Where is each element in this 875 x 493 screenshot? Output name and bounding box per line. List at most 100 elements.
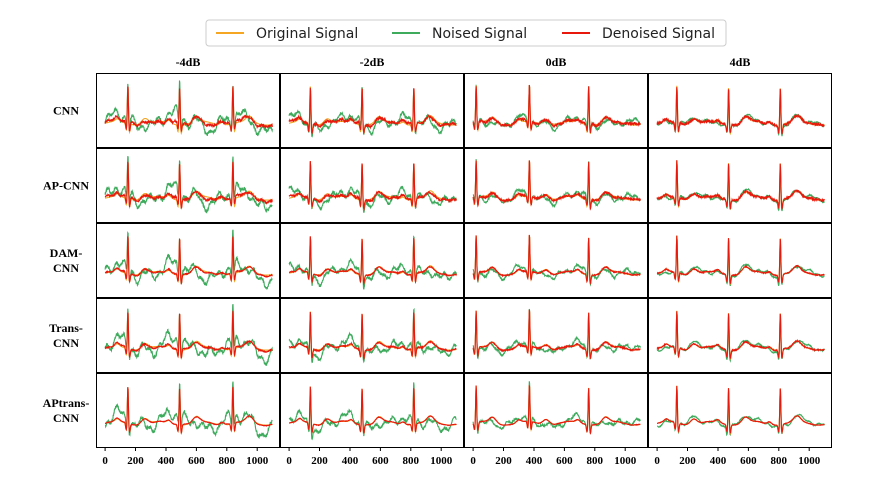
panel-traces — [288, 86, 457, 138]
denoised-signal-line — [656, 235, 825, 284]
noised-signal-line — [288, 162, 457, 213]
legend-label-denoised: Denoised Signal — [602, 26, 715, 42]
legend-frame — [205, 19, 727, 47]
row-label-line: CNN — [53, 411, 79, 425]
column-title-0db: 0dB — [546, 55, 567, 69]
row-label-line: APtrans- — [43, 396, 90, 410]
x-tick-label: 1000 — [614, 455, 637, 467]
panel-frame — [464, 148, 648, 223]
denoised-signal-line — [289, 386, 457, 434]
denoised-signal-line — [288, 236, 457, 286]
panel — [280, 73, 464, 148]
column-title-4db: 4dB — [730, 55, 751, 69]
original-signal-line — [105, 87, 273, 136]
column-title-neg4db: -4dB — [176, 55, 201, 69]
row-label-line: AP-CNN — [43, 179, 89, 193]
denoised-signal-line — [288, 311, 457, 361]
x-tick-label: 600 — [556, 455, 573, 467]
panel-traces — [472, 84, 641, 135]
panel-traces — [656, 85, 825, 137]
x-tick-label: 600 — [372, 455, 389, 467]
noised-signal-line — [472, 381, 641, 434]
panel-frame — [648, 223, 832, 298]
panel-traces — [104, 381, 273, 440]
x-tick-label: 800 — [219, 455, 236, 467]
denoised-signal-line — [472, 385, 641, 435]
panel-traces — [288, 160, 457, 213]
panel-frame — [96, 298, 280, 373]
panel — [96, 373, 280, 448]
denoised-signal-line — [656, 87, 825, 135]
panel-traces — [472, 234, 641, 287]
panel-frame — [464, 298, 648, 373]
x-tick-label: 200 — [495, 455, 512, 467]
original-signal-line — [657, 310, 825, 361]
denoised-signal-line — [656, 160, 825, 211]
panel — [464, 148, 648, 223]
denoised-signal-line — [657, 385, 825, 435]
panel-frame — [96, 73, 280, 148]
legend-label-original: Original Signal — [256, 26, 358, 42]
panel-frame — [464, 223, 648, 298]
original-signal-line — [657, 235, 825, 286]
noised-signal-line — [288, 382, 457, 441]
panel — [464, 298, 648, 373]
x-tick-label: 400 — [158, 455, 175, 467]
panel — [648, 223, 832, 298]
noised-signal-line — [656, 235, 825, 287]
noised-signal-line — [288, 87, 457, 138]
denoised-signal-line — [104, 161, 273, 209]
panel-traces — [656, 385, 825, 437]
panel — [280, 148, 464, 223]
panel — [280, 223, 464, 298]
panel-traces — [656, 310, 825, 363]
panel-traces — [104, 229, 273, 291]
panel-frame — [96, 148, 280, 223]
x-tick-label: 0 — [102, 455, 108, 467]
denoised-signal-line — [288, 160, 457, 211]
panel-frame — [648, 73, 832, 148]
denoised-signal-line — [472, 234, 641, 286]
panel-frame — [648, 298, 832, 373]
legend: Original Signal Noised Signal Denoised S… — [205, 19, 727, 47]
noised-signal-line — [472, 159, 641, 211]
panel — [96, 73, 280, 148]
denoised-signal-line — [656, 311, 825, 360]
x-tick-label: 0 — [654, 455, 660, 467]
panel-traces — [104, 303, 273, 366]
panel-frame — [96, 223, 280, 298]
denoised-signal-line — [104, 310, 273, 359]
column-title-neg2db: -2dB — [360, 55, 385, 69]
panel — [648, 298, 832, 373]
panel — [648, 73, 832, 148]
row-label-line: Trans- — [49, 321, 83, 335]
panel-frame — [464, 373, 648, 448]
column-titles: -4dB -2dB 0dB 4dB — [176, 55, 751, 69]
row-label-line: CNN — [53, 104, 79, 118]
x-tick-label: 0 — [470, 455, 476, 467]
panel-traces — [288, 382, 457, 441]
x-tick-label: 1000 — [798, 455, 821, 467]
panel — [280, 373, 464, 448]
panel-frame — [280, 298, 464, 373]
x-tick-label: 1000 — [246, 455, 269, 467]
noised-signal-line — [288, 307, 457, 364]
noised-signal-line — [104, 80, 273, 137]
noised-signal-line — [104, 229, 273, 291]
noised-signal-line — [656, 387, 825, 437]
x-tick-label: 200 — [127, 455, 144, 467]
panel-traces — [656, 160, 825, 212]
panel — [96, 223, 280, 298]
row-label-line: CNN — [53, 261, 79, 275]
original-signal-line — [657, 160, 825, 211]
panel-traces — [288, 235, 457, 290]
panel-frame — [96, 373, 280, 448]
panel-frame — [648, 148, 832, 223]
x-tick-label: 600 — [188, 455, 205, 467]
noised-signal-line — [104, 303, 273, 366]
x-tick-label: 0 — [286, 455, 292, 467]
denoised-signal-line — [472, 160, 641, 211]
panel-traces — [656, 235, 825, 287]
x-tick-label: 800 — [587, 455, 604, 467]
